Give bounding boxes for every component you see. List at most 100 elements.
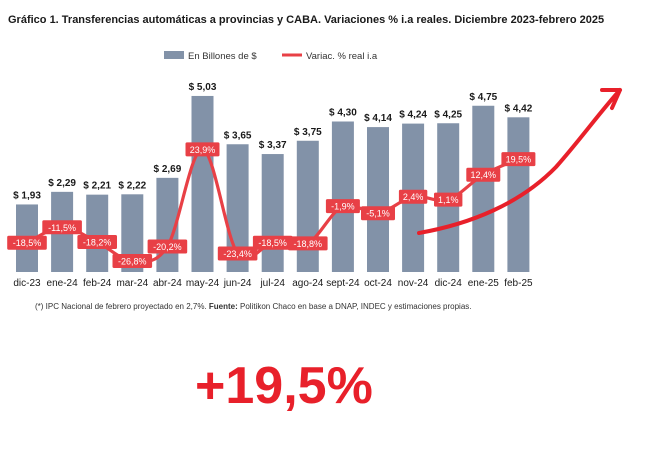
line-value-badge: 12,4% [466,167,501,182]
bar-value-label: $ 3,37 [259,140,287,151]
line-value-badge-bg [112,253,153,268]
line-value-badge-bg [77,235,117,250]
bar [296,140,319,272]
bar [261,154,284,272]
x-tick-label: nov-24 [398,278,429,289]
bar [331,121,354,272]
x-tick-label: ago-24 [292,278,324,289]
x-tick-label: feb-25 [504,278,533,289]
line-value-label: -18,8% [294,239,323,249]
line-value-badge: -5,1% [361,206,395,221]
x-tick-label: dic-23 [13,278,41,289]
x-tick-label: mar-24 [116,278,148,289]
chart-title: Gráfico 1. Transferencias automáticas a … [8,14,605,26]
line-value-label: -26,8% [118,256,147,266]
bar-value-label: $ 2,22 [118,180,146,191]
line-value-badge-bg [325,199,360,214]
bar [507,117,530,272]
line-value-label: -1,9% [331,202,355,212]
line-value-badge-bg [501,152,536,167]
bar-value-label: $ 4,14 [364,113,392,124]
line-value-label: 12,4% [471,170,497,180]
line-value-label: 19,5% [506,155,532,165]
line-value-badge-bg [252,235,293,250]
bar-series [16,95,530,272]
line-value-badge: 19,5% [501,152,536,167]
x-tick-label: dic-24 [435,278,463,289]
line-value-label: -23,4% [223,249,252,259]
legend-bar-label: En Billones de $ [188,51,257,62]
bar [472,105,495,272]
x-tick-label: may-24 [186,278,220,289]
line-value-label: -5,1% [366,209,390,219]
line-value-badge: -23,4% [217,246,258,261]
bar-value-label: $ 2,21 [83,181,111,192]
legend-bar-swatch [164,51,184,59]
line-value-label: 1,1% [438,195,459,205]
hand-drawn-arrow-icon [417,88,622,235]
bar-value-label: $ 2,29 [48,178,76,189]
line-value-badge: -26,8% [112,253,153,268]
x-tick-label: jun-24 [223,278,252,289]
x-tick-label: feb-24 [83,278,112,289]
footnote-source-text: Politikon Chaco en base a DNAP, INDEC y … [237,302,472,311]
bar [121,194,144,272]
bar [86,194,109,272]
line-value-badge-bg [398,189,428,204]
bar-value-label: $ 3,75 [294,127,322,138]
line-value-label: -18,5% [13,238,42,248]
x-tick-label: sept-24 [326,278,360,289]
line-value-badge-bg [466,167,501,182]
bar-value-label: $ 4,75 [469,92,497,103]
line-value-badge-bg [217,246,258,261]
line-value-label: -18,5% [258,238,287,248]
line-value-label: 2,4% [403,192,424,202]
line-value-badge-bg [361,206,395,221]
line-value-badge: -20,2% [147,239,188,254]
bar-value-label: $ 4,42 [504,103,532,114]
footnote-source-label: Fuente: [208,302,238,311]
line-value-badge: -18,5% [252,235,293,250]
line-value-labels: -18,5% -11,5% -18,2% -26,8% -20,2% 23,9% -23,4… [7,142,536,268]
bar-value-label: $ 4,30 [329,108,357,119]
x-tick-label: ene-24 [47,278,79,289]
bar-value-label: $ 4,25 [434,109,462,120]
line-value-badge: -18,5% [7,235,47,250]
bar-value-labels: $ 1,93 $ 2,29 $ 2,21 $ 2,22 $ 2,69 $ 5,03 $ 3,… [13,82,533,202]
x-tick-label: ene-25 [468,278,500,289]
line-value-badge-bg [434,192,463,207]
line-value-badge: -11,5% [42,220,82,235]
legend-line-label: Variac. % real i.a [306,51,378,62]
x-tick-label: jul-24 [259,278,285,289]
bar-value-label: $ 3,65 [224,130,252,141]
line-value-badge-bg [185,142,220,157]
line-value-badge: -18,8% [288,236,328,251]
line-value-label: -20,2% [153,242,182,252]
line-value-label: -11,5% [48,223,76,233]
line-value-badge: 2,4% [398,189,428,204]
x-axis-tick-labels: dic-23 ene-24 feb-24 mar-24 abr-24 may-24 jun-… [13,278,533,289]
headline-percentage: +19,5% [195,357,373,415]
bar-value-label: $ 1,93 [13,190,41,201]
line-value-label: -18,2% [83,238,112,248]
bar-value-label: $ 4,24 [399,110,427,121]
line-value-badge: -1,9% [325,199,360,214]
line-value-badge-bg [147,239,188,254]
bar-value-label: $ 2,69 [153,164,181,175]
bar [367,127,389,272]
footnote: (*) IPC Nacional de febrero proyectado e… [35,302,472,311]
bar [191,95,214,272]
footnote-prefix: (*) IPC Nacional de febrero proyectado e… [35,302,209,311]
x-tick-label: oct-24 [364,278,392,289]
line-value-badge-bg [7,235,47,250]
line-value-badge: 23,9% [185,142,220,157]
line-value-badge: 1,1% [434,192,463,207]
legend: En Billones de $ Variac. % real i.a [164,51,378,62]
line-value-badge: -18,2% [77,235,117,250]
line-value-label: 23,9% [190,145,216,155]
line-value-badge-bg [288,236,328,251]
x-tick-label: abr-24 [153,278,182,289]
line-value-badge-bg [42,220,82,235]
bar-value-label: $ 5,03 [189,82,217,93]
